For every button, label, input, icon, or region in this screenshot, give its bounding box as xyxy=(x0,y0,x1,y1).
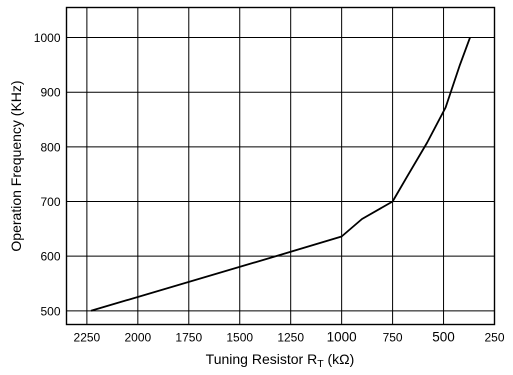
y-tick-label-800: 800 xyxy=(40,140,60,154)
y-tick-label-500: 500 xyxy=(40,304,60,318)
x-tick-labels: 2250 2000 1750 1500 1250 1000 750 500 250 xyxy=(74,330,505,345)
horizontal-gridlines xyxy=(66,37,495,312)
vertical-gridlines xyxy=(86,7,495,325)
x-tick-label-1000: 1000 xyxy=(327,330,357,345)
y-tick-label-700: 700 xyxy=(40,195,60,209)
y-tick-label-900: 900 xyxy=(40,86,60,100)
y-tick-label-600: 600 xyxy=(40,250,60,264)
series-line-0 xyxy=(90,37,471,312)
x-axis-title-main: Tuning Resistor R xyxy=(206,351,318,367)
x-tick-label-2250: 2250 xyxy=(74,331,101,345)
x-axis-title-unit: (kΩ) xyxy=(324,351,355,367)
y-tick-labels: 500 600 700 800 900 1000 xyxy=(34,31,61,318)
x-tick-label-1500: 1500 xyxy=(226,331,253,345)
x-axis-title: Tuning Resistor RT (kΩ) xyxy=(206,351,355,370)
series-layer xyxy=(90,37,471,312)
x-tick-label-1250: 1250 xyxy=(277,331,304,345)
plot-frame xyxy=(65,6,496,326)
x-tick-label-2000: 2000 xyxy=(124,331,151,345)
x-tick-label-1750: 1750 xyxy=(175,331,202,345)
y-tick-label-1000: 1000 xyxy=(34,31,61,45)
y-axis-title: Operation Frequency (KHz) xyxy=(8,80,24,251)
x-axis-title-subscript: T xyxy=(317,358,324,370)
x-tick-label-750: 750 xyxy=(383,331,403,345)
x-tick-label-500: 500 xyxy=(432,330,455,345)
x-tick-label-250: 250 xyxy=(484,331,504,345)
